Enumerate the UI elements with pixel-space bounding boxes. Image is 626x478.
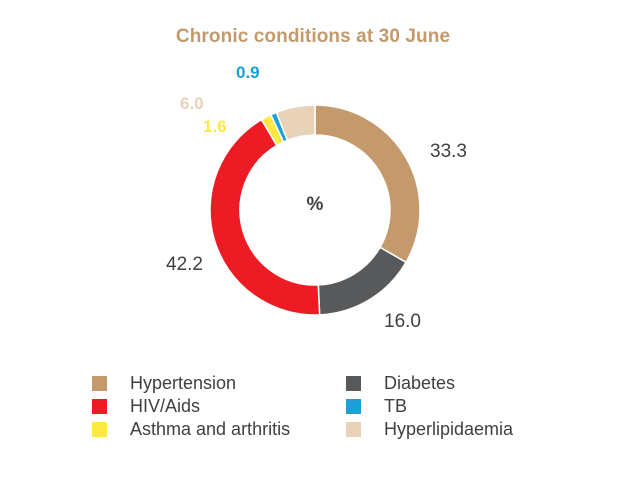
legend-label: TB (384, 395, 408, 416)
legend-item: Hyperlipidaemia (346, 418, 513, 440)
value-label-diabetes: 16.0 (384, 311, 421, 332)
chart-title: Chronic conditions at 30 June (175, 26, 451, 47)
legend-item: Asthma and arthritis (92, 418, 290, 440)
legend-swatch (346, 375, 361, 391)
center-percent-label: % (307, 194, 324, 215)
value-label-tb: 0.9 (236, 63, 260, 82)
legend-label: HIV/Aids (130, 395, 201, 416)
legend-label: Hyperlipidaemia (384, 418, 514, 439)
slice-hiv-aids (209, 118, 321, 316)
value-label-hyperlipidaemia: 6.0 (180, 94, 204, 113)
legend-swatch (346, 398, 361, 414)
legend-swatch (92, 375, 107, 391)
legend-label: Hypertension (130, 372, 237, 393)
legend-swatch (346, 421, 361, 437)
legend-item: HIV/Aids (92, 395, 200, 417)
legend-label: Diabetes (384, 372, 456, 393)
legend-item: Hypertension (92, 372, 236, 394)
legend-item: Diabetes (346, 372, 455, 394)
value-label-hypertension: 33.3 (430, 141, 467, 162)
donut-chart: 33.3 16.0 42.2 1.6 0.9 6.0 % (166, 63, 467, 332)
value-label-hiv-aids: 42.2 (166, 254, 203, 275)
legend-swatch (92, 398, 107, 414)
legend-label: Asthma and arthritis (130, 418, 291, 439)
slice-diabetes (317, 246, 408, 316)
legend-swatch (92, 421, 107, 437)
slice-hypertension (314, 104, 421, 264)
slice-hyperlipidaemia (275, 104, 316, 142)
value-label-asthma-and-arthritis: 1.6 (203, 117, 227, 136)
legend-item: TB (346, 395, 407, 417)
